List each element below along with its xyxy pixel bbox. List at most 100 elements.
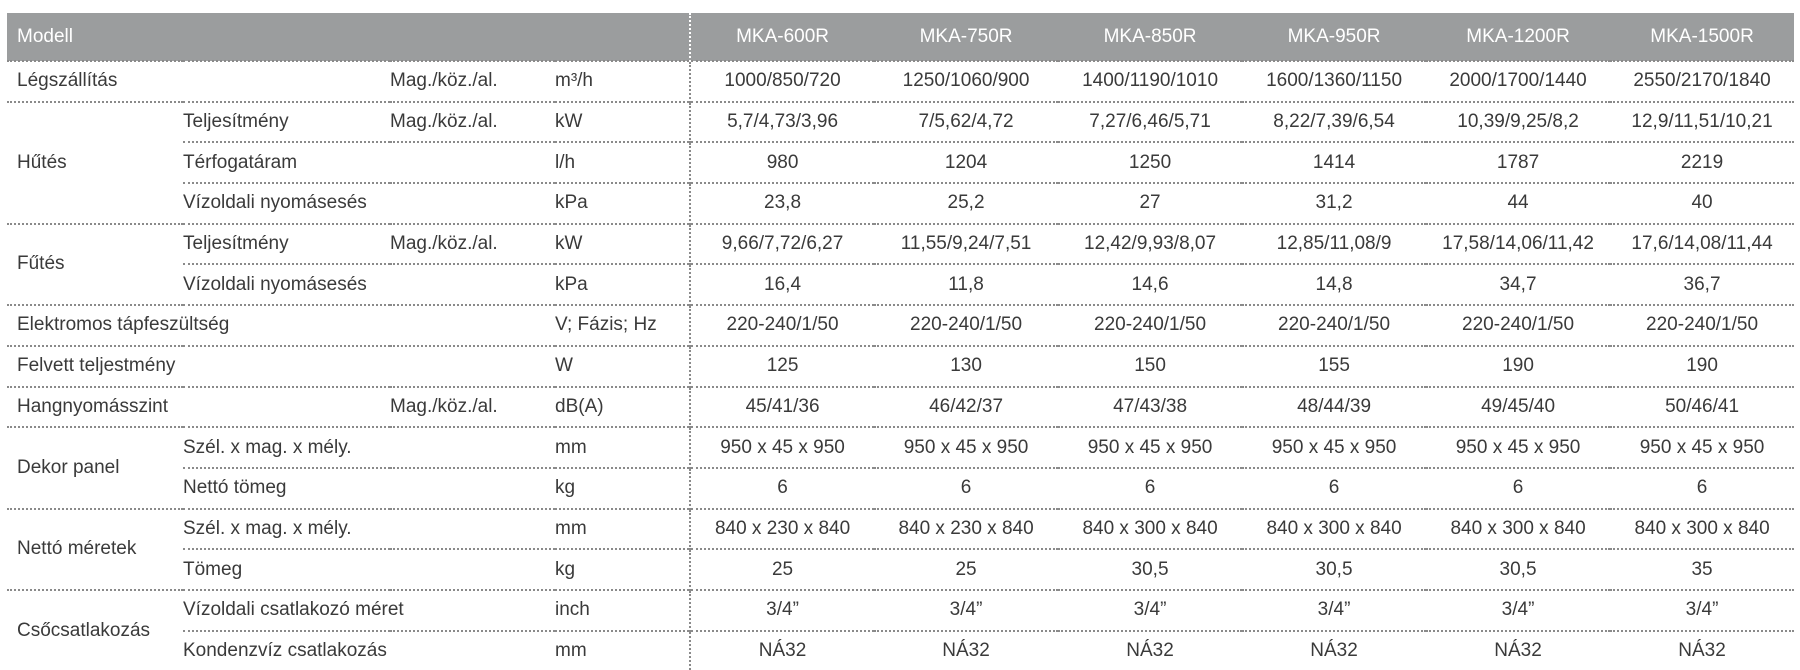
- spec-row: Nettó méretek Szél. x mag. x mély. mm 840 x…: [7, 507, 1795, 590]
- spec-value: 840 x 300 x 840: [1242, 507, 1427, 550]
- spec-value: 950 x 45 x 950: [690, 426, 875, 468]
- subcategory-label: Vízoldali csatlakozó méret: [183, 588, 404, 631]
- unit-label: kg: [555, 466, 692, 509]
- spec-body: Légszállítás Mag./köz./al. m³/h 1000/850/72…: [7, 60, 1795, 670]
- spec-value: 40: [1610, 182, 1795, 224]
- spec-value: 9,66/7,72/6,27: [690, 222, 875, 265]
- category-label: Felvett teljestmény: [7, 344, 390, 387]
- spec-value: 6: [1610, 466, 1795, 509]
- spec-row: Vízoldali nyomásesés kPa 23,8 25,2 27 31,2 44 4…: [7, 182, 1795, 224]
- subcategory-label: Tömeg: [183, 548, 390, 590]
- subcategory-label: Szél. x mag. x mély.: [183, 507, 390, 550]
- model-header-label: Modell: [7, 13, 692, 61]
- spec-value: 1250: [1058, 141, 1243, 184]
- spec-value: 12,9/11,51/10,21: [1610, 100, 1795, 143]
- spec-value: 125: [690, 344, 875, 387]
- spec-value: 49/45/40: [1426, 385, 1611, 428]
- unit-label: m³/h: [555, 60, 692, 102]
- condition-label: [390, 588, 555, 631]
- spec-row: Felvett teljestmény W 125 130 150 155 190 190: [7, 344, 1795, 387]
- unit-label: kW: [555, 222, 692, 265]
- spec-value: 14,8: [1242, 263, 1427, 306]
- subcategory-label: Szél. x mag. x mély.: [183, 426, 390, 468]
- condition-label: [390, 629, 555, 670]
- spec-value: 3/4”: [1242, 588, 1427, 631]
- spec-value: 25: [690, 548, 875, 590]
- unit-label: mm: [555, 507, 692, 550]
- model-name: MKA-850R: [1058, 13, 1243, 61]
- category-label: Hűtés: [7, 100, 183, 224]
- spec-row: Légszállítás Mag./köz./al. m³/h 1000/850/72…: [7, 60, 1795, 102]
- category-label: Dekor panel: [7, 426, 183, 509]
- spec-value: 35: [1610, 548, 1795, 590]
- spec-value: 2000/1700/1440: [1426, 60, 1611, 102]
- condition-label: Mag./köz./al.: [390, 60, 555, 102]
- spec-value: 220-240/1/50: [690, 304, 875, 346]
- unit-label: W: [555, 344, 692, 387]
- spec-value: 23,8: [690, 182, 875, 224]
- spec-value: 150: [1058, 344, 1243, 387]
- spec-value: 11,8: [874, 263, 1059, 306]
- spec-value: 11,55/9,24/7,51: [874, 222, 1059, 265]
- unit-label: V; Fázis; Hz: [555, 304, 692, 346]
- spec-table: Modell MKA-600R MKA-750R MKA-850R MKA-95…: [7, 13, 1795, 670]
- spec-value: 1787: [1426, 141, 1611, 184]
- spec-value: 190: [1426, 344, 1611, 387]
- unit-label: kPa: [555, 182, 692, 224]
- subcategory-label: Kondenzvíz csatlakozás: [183, 629, 390, 670]
- spec-value: NÁ32: [1610, 629, 1795, 670]
- spec-value: 44: [1426, 182, 1611, 224]
- condition-label: [390, 304, 555, 346]
- spec-value: 950 x 45 x 950: [874, 426, 1059, 468]
- spec-value: 5,7/4,73/3,96: [690, 100, 875, 143]
- spec-value: 220-240/1/50: [1058, 304, 1243, 346]
- spec-row: Tömeg kg 25 25 30,5 30,5 30,5 35: [7, 548, 1795, 590]
- category-label: Fűtés: [7, 222, 183, 306]
- spec-value: 6: [1426, 466, 1611, 509]
- spec-value: 8,22/7,39/6,54: [1242, 100, 1427, 143]
- spec-value: 3/4”: [1426, 588, 1611, 631]
- spec-value: 25,2: [874, 182, 1059, 224]
- condition-label: [390, 426, 555, 468]
- spec-row: Térfogatáram l/h 980 1204 1250 1414 1787 2219: [7, 141, 1795, 184]
- spec-value: 1204: [874, 141, 1059, 184]
- spec-value: 50/46/41: [1610, 385, 1795, 428]
- category-label: Csőcsatlakozás: [7, 588, 183, 670]
- condition-label: [390, 344, 555, 387]
- spec-value: 10,39/9,25/8,2: [1426, 100, 1611, 143]
- spec-value: 190: [1610, 344, 1795, 387]
- model-name: MKA-1500R: [1610, 13, 1795, 61]
- spec-value: 16,4: [690, 263, 875, 306]
- spec-value: 45/41/36: [690, 385, 875, 428]
- condition-label: [390, 466, 555, 509]
- condition-label: [390, 507, 555, 550]
- condition-label: [390, 263, 555, 306]
- spec-value: 950 x 45 x 950: [1242, 426, 1427, 468]
- spec-value: 220-240/1/50: [1426, 304, 1611, 346]
- category-label: Elektromos tápfeszültség: [7, 304, 390, 346]
- unit-label: l/h: [555, 141, 692, 184]
- spec-value: 840 x 230 x 840: [874, 507, 1059, 550]
- spec-value: 840 x 230 x 840: [690, 507, 875, 550]
- unit-label: kW: [555, 100, 692, 143]
- spec-value: NÁ32: [874, 629, 1059, 670]
- spec-value: 46/42/37: [874, 385, 1059, 428]
- condition-label: Mag./köz./al.: [390, 100, 555, 143]
- unit-label: dB(A): [555, 385, 692, 428]
- condition-label: [390, 182, 555, 224]
- spec-value: 12,85/11,08/9: [1242, 222, 1427, 265]
- spec-row: Fűtés Teljesítmény Mag./köz./al. kW 9,66/7,7…: [7, 222, 1795, 306]
- spec-value: 950 x 45 x 950: [1610, 426, 1795, 468]
- spec-value: NÁ32: [1426, 629, 1611, 670]
- spec-value: 220-240/1/50: [1610, 304, 1795, 346]
- condition-label: [390, 141, 555, 184]
- spec-value: 3/4”: [1610, 588, 1795, 631]
- spec-value: 17,58/14,06/11,42: [1426, 222, 1611, 265]
- spec-value: 17,6/14,08/11,44: [1610, 222, 1795, 265]
- spec-value: 30,5: [1058, 548, 1243, 590]
- spec-value: 47/43/38: [1058, 385, 1243, 428]
- spec-value: 30,5: [1242, 548, 1427, 590]
- spec-value: 1400/1190/1010: [1058, 60, 1243, 102]
- category-label: Hangnyomásszint: [7, 385, 390, 428]
- spec-value: 950 x 45 x 950: [1058, 426, 1243, 468]
